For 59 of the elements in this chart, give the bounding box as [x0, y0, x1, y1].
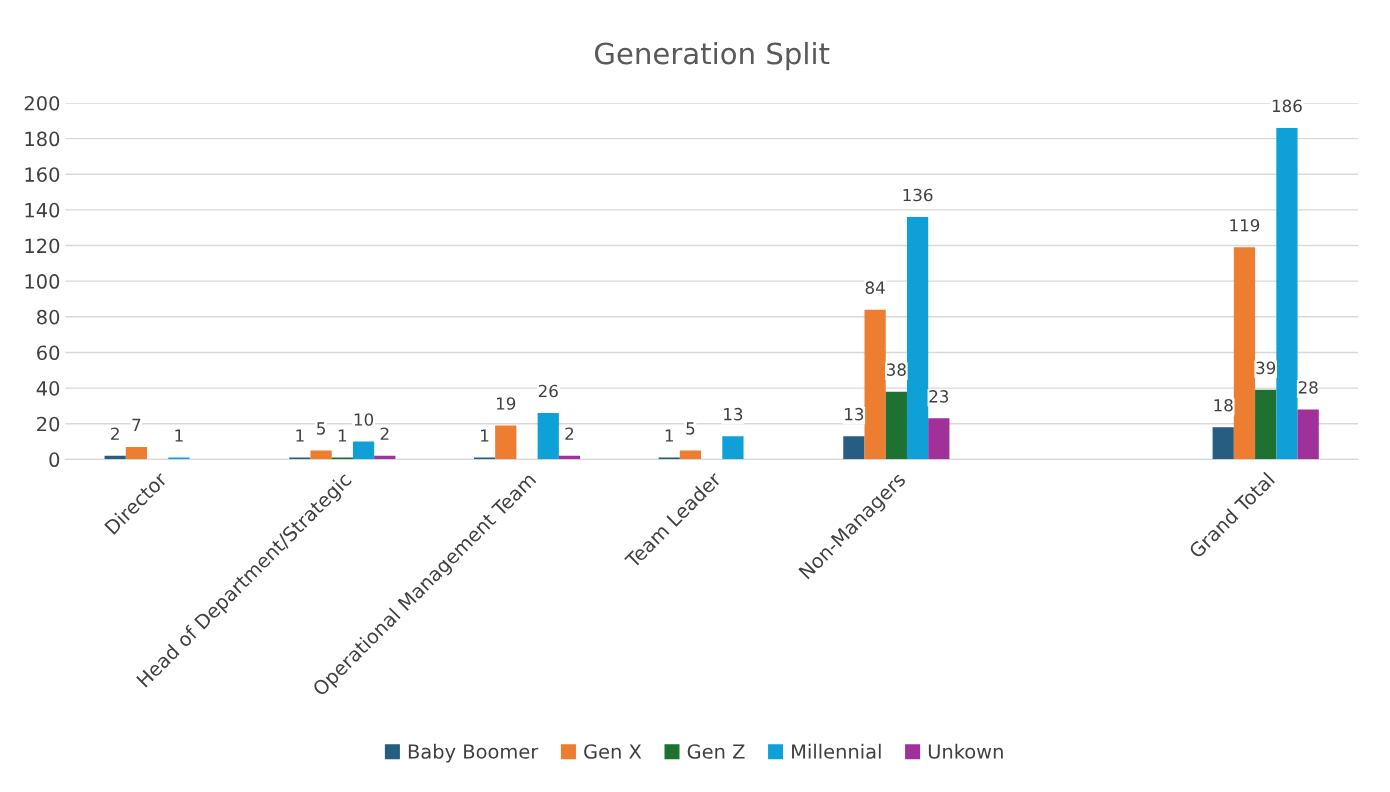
data-label: 1	[296, 429, 304, 442]
data-label: 2	[111, 427, 119, 440]
y-tick-label: 20	[37, 416, 60, 432]
y-tick-label: 140	[25, 202, 60, 218]
data-label: 5	[686, 422, 695, 435]
data-label: 2	[380, 427, 389, 440]
y-tick-label: 60	[37, 345, 60, 361]
bar	[722, 436, 744, 460]
data-label: 28	[1298, 381, 1318, 394]
y-tick-label: 0	[49, 452, 60, 468]
legend-label: Gen X	[584, 744, 642, 759]
bar	[1255, 389, 1277, 460]
data-label: 26	[538, 384, 558, 398]
bar	[679, 450, 702, 460]
bar	[125, 446, 148, 460]
data-label: 7	[132, 418, 141, 431]
data-label: 10	[354, 413, 374, 426]
bar	[352, 441, 375, 460]
bar	[1212, 427, 1234, 460]
chart-title: Generation Split	[594, 41, 830, 71]
y-tick-label: 200	[24, 95, 60, 111]
data-label: 13	[845, 407, 864, 421]
bar	[537, 413, 559, 460]
data-label: 19	[497, 397, 516, 410]
y-tick-label: 180	[25, 131, 60, 147]
data-label: 23	[929, 390, 949, 403]
bar	[1276, 127, 1298, 460]
data-label: 18	[1214, 398, 1233, 412]
data-label: 1	[175, 429, 183, 442]
data-label: 13	[724, 407, 743, 421]
bar	[1233, 247, 1256, 460]
bar	[495, 425, 517, 460]
y-tick-label: 160	[25, 167, 60, 182]
legend-label: Unkown	[928, 743, 1003, 759]
bar	[906, 217, 929, 460]
data-label: 1	[665, 429, 673, 442]
legend-label: Gen Z	[687, 744, 745, 759]
y-tick-label: 80	[37, 309, 60, 325]
data-label: 5	[317, 422, 325, 435]
data-label: 136	[903, 188, 933, 202]
data-label: 119	[1230, 218, 1260, 232]
data-label: 39	[1256, 361, 1276, 375]
data-label: 2	[565, 427, 574, 440]
y-tick-label: 120	[25, 238, 60, 254]
data-label: 186	[1272, 99, 1302, 113]
bar	[1297, 409, 1319, 460]
legend-label: Millennial	[792, 743, 881, 759]
data-label: 84	[865, 281, 885, 294]
bar	[310, 450, 332, 460]
legend-label: Baby Boomer	[408, 743, 539, 763]
data-label: 1	[481, 429, 489, 442]
y-tick-label: 100	[25, 274, 60, 289]
data-label: 38	[887, 363, 906, 376]
data-label: 1	[338, 429, 347, 442]
bar	[885, 391, 907, 460]
bar	[843, 436, 865, 460]
bar	[928, 418, 950, 460]
bar	[864, 309, 886, 460]
y-tick-label: 40	[36, 381, 60, 396]
